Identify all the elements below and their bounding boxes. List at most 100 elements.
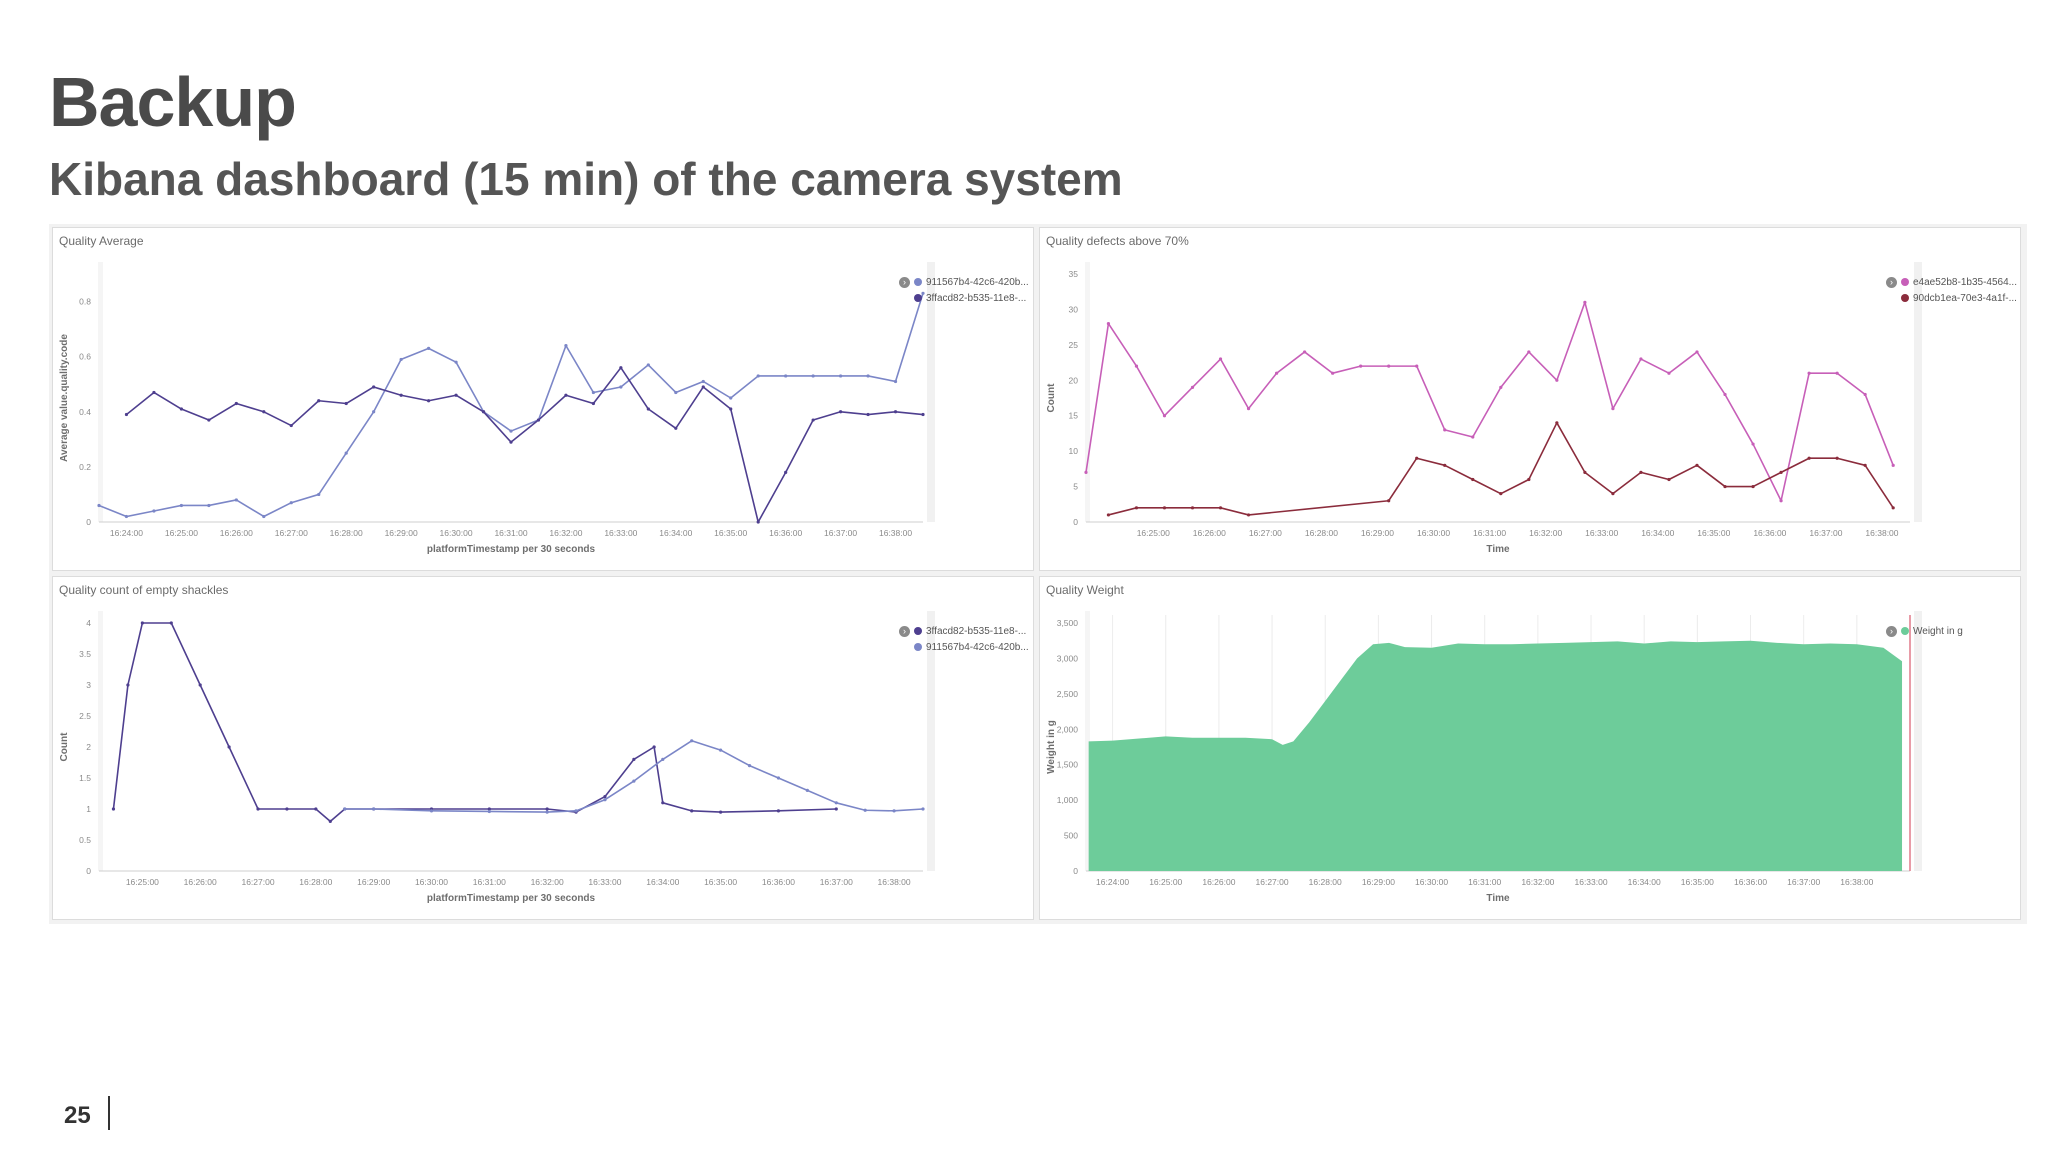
chart-left-strip — [1085, 262, 1090, 522]
data-point — [1303, 350, 1307, 354]
x-tick-label: 16:29:00 — [385, 528, 418, 538]
y-tick-label: 0 — [86, 866, 91, 876]
data-point — [234, 498, 238, 502]
x-tick-label: 16:27:00 — [1249, 528, 1282, 538]
x-tick-label: 16:36:00 — [762, 877, 795, 887]
data-point — [866, 412, 870, 417]
legend-item[interactable]: › Weight in g — [1886, 623, 1963, 639]
data-point — [1583, 470, 1587, 474]
y-tick-label: 20 — [1069, 375, 1079, 385]
legend-item[interactable]: › 911567b4-42c6-420b... — [899, 274, 1029, 290]
x-tick-label: 16:38:00 — [1865, 528, 1898, 538]
x-tick-label: 16:34:00 — [646, 877, 679, 887]
data-point — [317, 492, 321, 497]
data-point — [1527, 477, 1531, 482]
y-tick-label: 1.5 — [79, 773, 91, 783]
data-point — [866, 374, 870, 378]
data-point — [1723, 484, 1727, 489]
legend-swatch — [1901, 294, 1909, 302]
chart-svg: 0 0.2 0.4 0.6 0.8 16:24:00 16:25:00 16:26:00 16:… — [59, 262, 935, 555]
x-tick-label: 16:31:00 — [1468, 877, 1501, 887]
x-tick-label: 16:31:00 — [494, 528, 527, 538]
legend-toggle-icon[interactable]: › — [899, 625, 910, 637]
data-point — [1471, 477, 1475, 482]
y-tick-label: 3 — [86, 680, 91, 690]
y-axis-label: Count — [59, 732, 70, 762]
data-point — [839, 374, 843, 378]
data-point — [1162, 506, 1167, 510]
data-point — [1891, 506, 1895, 510]
data-point — [834, 801, 838, 805]
data-point — [1134, 364, 1139, 368]
line-series-911567b4-42c6-420b — [98, 293, 924, 518]
y-tick-label: 0.4 — [79, 407, 91, 417]
data-point — [1807, 456, 1811, 460]
data-point — [1162, 414, 1167, 418]
data-point — [140, 621, 144, 625]
x-tick-label: 16:36:00 — [1734, 877, 1767, 887]
legend-toggle-icon[interactable]: › — [1886, 625, 1897, 637]
x-tick-label: 16:30:00 — [1417, 528, 1450, 538]
y-tick-label: 2,000 — [1057, 724, 1079, 734]
data-point — [372, 410, 376, 414]
y-tick-label: 30 — [1069, 304, 1079, 314]
data-point — [454, 393, 458, 397]
legend-item[interactable]: 911567b4-42c6-420b... — [899, 639, 1029, 655]
x-tick-label: 16:35:00 — [714, 528, 747, 538]
legend-toggle-icon[interactable]: › — [1886, 276, 1897, 288]
data-point — [289, 501, 293, 505]
data-point — [1106, 322, 1111, 326]
x-axis-label: Time — [1486, 893, 1510, 904]
data-point — [839, 410, 843, 414]
data-point — [661, 801, 665, 805]
data-point — [591, 390, 596, 395]
data-point — [285, 807, 289, 811]
data-point — [893, 410, 898, 414]
data-point — [646, 363, 650, 367]
legend-swatch — [914, 278, 922, 286]
legend-toggle-icon[interactable]: › — [899, 276, 910, 288]
data-point — [1134, 506, 1139, 510]
data-point — [152, 390, 156, 395]
data-point — [198, 683, 202, 687]
data-point — [1555, 421, 1559, 425]
data-point — [834, 807, 838, 811]
data-point — [921, 807, 925, 811]
x-tick-label: 16:31:00 — [473, 877, 506, 887]
x-tick-label: 16:26:00 — [220, 528, 253, 538]
data-point — [674, 390, 678, 395]
x-tick-label: 16:25:00 — [1137, 528, 1170, 538]
y-tick-label: 25 — [1069, 340, 1079, 350]
data-point — [1499, 385, 1503, 389]
line-series-e4ae52b8-1b35-4564 — [1085, 301, 1894, 502]
legend-swatch — [914, 627, 922, 635]
page-divider — [108, 1096, 110, 1130]
data-point — [603, 795, 607, 799]
data-point — [1639, 470, 1643, 474]
data-point — [591, 401, 596, 406]
x-tick-label: 16:25:00 — [126, 877, 159, 887]
chart-title: Quality Average — [59, 234, 144, 248]
data-point — [1218, 357, 1223, 361]
chart-title: Quality count of empty shackles — [59, 583, 229, 597]
data-point — [1835, 456, 1839, 460]
data-point — [179, 503, 183, 508]
data-point — [1667, 371, 1671, 375]
data-point — [811, 374, 815, 378]
x-tick-label: 16:34:00 — [659, 528, 692, 538]
data-point — [701, 379, 705, 384]
data-point — [344, 401, 348, 406]
data-point — [661, 757, 665, 761]
legend-item[interactable]: 3ffacd82-b535-11e8-... — [899, 290, 1029, 306]
data-point — [1555, 378, 1559, 382]
data-point — [487, 807, 491, 811]
data-point — [756, 374, 760, 378]
legend-label: 3ffacd82-b535-11e8-... — [926, 292, 1027, 304]
data-point — [314, 807, 318, 811]
legend-item[interactable]: 90dcb1ea-70e3-4a1f-... — [1886, 290, 2017, 306]
y-tick-label: 2 — [86, 742, 91, 752]
data-point — [429, 809, 434, 813]
legend-item[interactable]: › e4ae52b8-1b35-4564... — [1886, 274, 2017, 290]
legend-item[interactable]: › 3ffacd82-b535-11e8-... — [899, 623, 1029, 639]
y-tick-label: 4 — [86, 618, 91, 628]
